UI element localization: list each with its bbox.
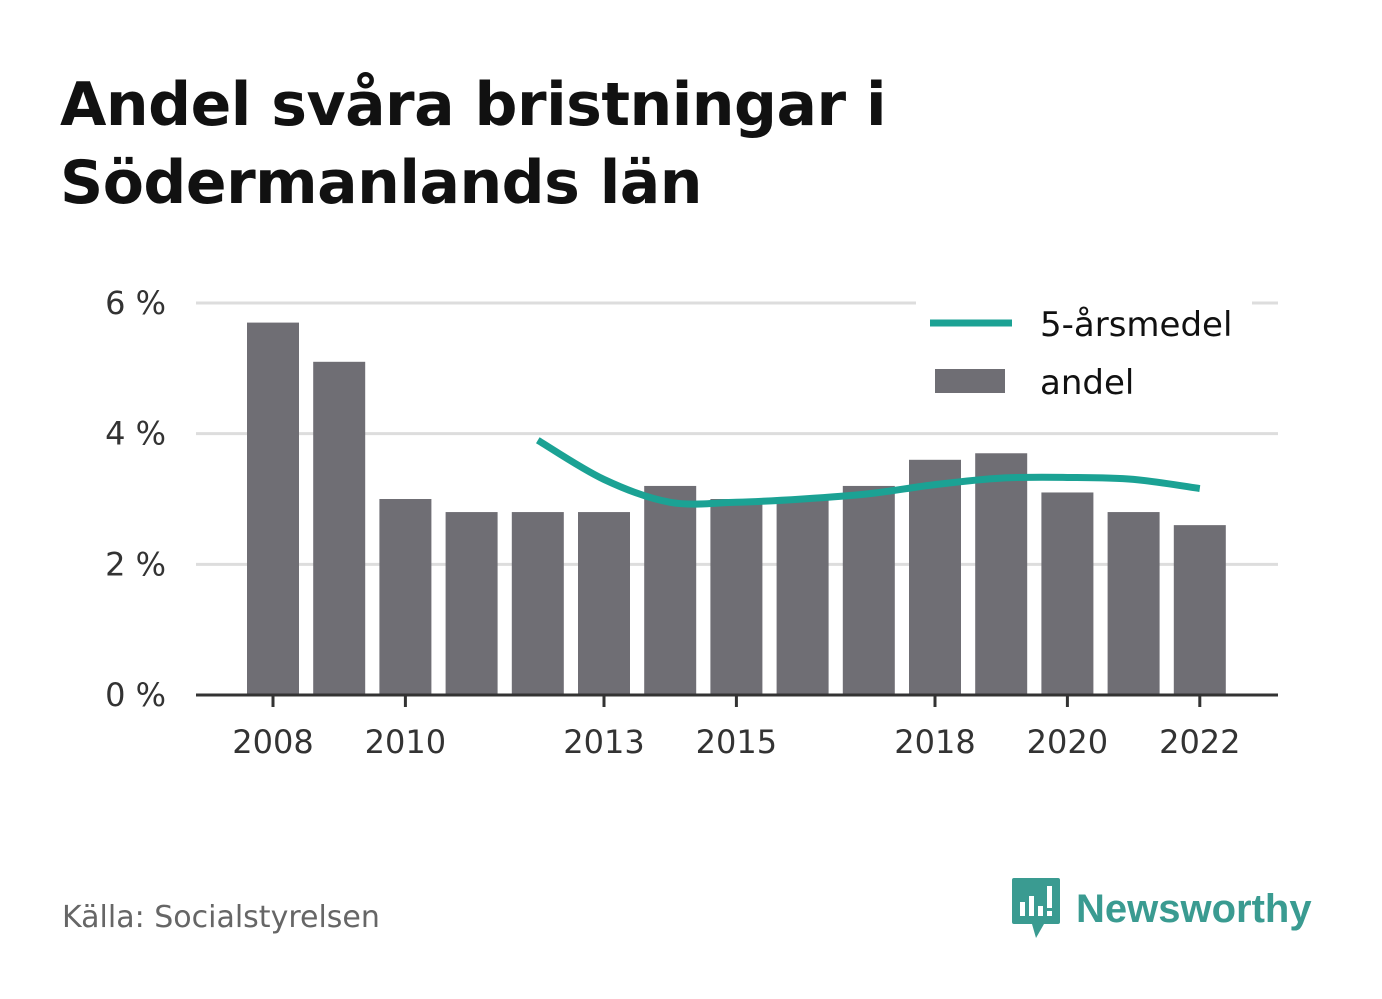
bar [1041, 492, 1094, 695]
brand-logo: Newsworthy [1010, 876, 1312, 942]
chart-title: Andel svåra bristningar i Södermanlands … [60, 70, 887, 218]
source-note: Källa: Socialstyrelsen [62, 900, 380, 935]
x-tick-label: 2013 [563, 723, 644, 761]
bar [644, 485, 697, 695]
bar [1173, 525, 1226, 695]
bar [776, 499, 829, 695]
x-tick-label: 2022 [1159, 723, 1240, 761]
line-series-5-arsmedel [536, 437, 1201, 508]
bar [909, 459, 961, 695]
newsworthy-logo-icon [1012, 878, 1060, 938]
legend-swatch-bar [935, 369, 1005, 393]
legend-label-line: 5-årsmedel [1040, 305, 1232, 345]
bar [975, 453, 1028, 695]
legend-label-bar: andel [1040, 363, 1134, 403]
y-tick-label: 6 % [105, 284, 166, 322]
bar [445, 512, 498, 695]
bar [1107, 512, 1160, 695]
x-tick-label: 2008 [232, 723, 313, 761]
x-tick-label: 2015 [696, 723, 777, 761]
y-tick-label: 4 % [105, 415, 166, 453]
bar [379, 499, 432, 695]
x-tick-label: 2010 [365, 723, 446, 761]
brand-name: Newsworthy [1076, 886, 1312, 931]
x-tick-label: 2020 [1027, 723, 1108, 761]
bar [247, 322, 299, 695]
y-tick-label: 2 % [105, 545, 166, 583]
bar [313, 361, 366, 695]
x-tick-label: 2018 [894, 723, 975, 761]
y-tick-label: 0 % [105, 676, 166, 714]
bar [842, 485, 895, 695]
bar [511, 512, 564, 695]
bar [710, 499, 763, 695]
bar [578, 512, 630, 695]
